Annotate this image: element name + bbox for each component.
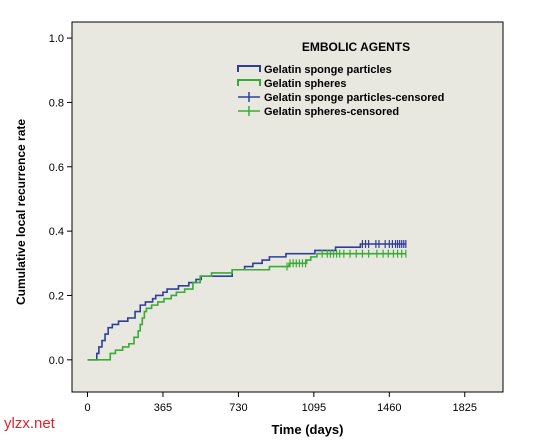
x-tick-label: 0 bbox=[84, 402, 90, 414]
plot-area bbox=[71, 21, 504, 393]
x-tick-label: 365 bbox=[154, 402, 172, 414]
series-2-line bbox=[87, 252, 406, 361]
y-tick-label: 0.4 bbox=[49, 226, 64, 238]
y-tick-label: 0.6 bbox=[49, 162, 64, 174]
legend-label: Gelatin spheres-censored bbox=[264, 106, 399, 118]
legend-swatch bbox=[237, 79, 261, 86]
legend-swatch bbox=[237, 65, 261, 72]
x-axis-label: Time (days) bbox=[271, 422, 343, 437]
legend-label: Gelatin spheres bbox=[264, 78, 347, 90]
x-tick-label: 1095 bbox=[302, 402, 326, 414]
y-tick-label: 0.2 bbox=[49, 290, 64, 302]
y-tick-label: 1.0 bbox=[49, 33, 64, 45]
x-tick-label: 1460 bbox=[377, 402, 401, 414]
x-tick-label: 1825 bbox=[453, 402, 477, 414]
x-tick-label: 730 bbox=[229, 402, 247, 414]
y-axis-label: Cumulative local recurrence rate bbox=[14, 119, 28, 305]
y-tick-label: 0.8 bbox=[49, 97, 64, 109]
legend-title: EMBOLIC AGENTS bbox=[302, 40, 410, 54]
series-1-line bbox=[87, 243, 406, 361]
legend-label: Gelatin sponge particles bbox=[264, 64, 392, 76]
y-tick-label: 0.0 bbox=[49, 355, 64, 367]
legend-label: Gelatin sponge particles-censored bbox=[264, 92, 444, 104]
watermark-text: ylzx.net bbox=[4, 415, 55, 432]
